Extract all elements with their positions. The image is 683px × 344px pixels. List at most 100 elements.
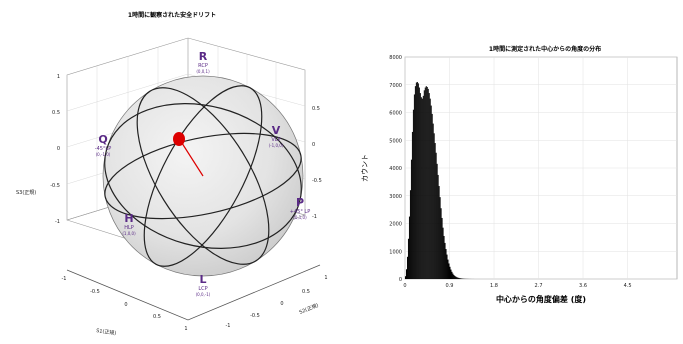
svg-text:L: L: [199, 273, 206, 286]
svg-text:(0,-1,0): (0,-1,0): [96, 152, 111, 157]
svg-text:0: 0: [57, 146, 60, 152]
s2-axis-label: S2(正規): [298, 302, 319, 316]
poincare-sphere-figure: 1時間に観察された安全ドリフト: [0, 0, 345, 340]
y-tick-label: 5000: [389, 138, 402, 144]
x-tick-label: 2.7: [535, 283, 543, 289]
histogram-bar: [429, 93, 430, 279]
svg-text:0: 0: [124, 302, 127, 308]
histogram-bar: [441, 208, 442, 279]
histogram-bar: [449, 263, 450, 279]
histogram-bar: [418, 83, 419, 279]
histogram-bar: [459, 278, 460, 279]
histogram-bar: [436, 153, 437, 279]
histogram-bar: [419, 88, 420, 279]
svg-text:1: 1: [184, 326, 187, 332]
histogram-bar: [424, 90, 425, 279]
histogram-bar: [413, 110, 414, 279]
histogram-bar: [440, 197, 441, 279]
svg-text:Q: Q: [98, 133, 107, 146]
histogram-bar: [438, 175, 439, 279]
x-tick-label: 0: [403, 283, 406, 289]
histogram-bar: [428, 89, 429, 279]
histogram-bar: [420, 93, 421, 279]
histogram-bar: [421, 97, 422, 279]
histogram-bar: [448, 260, 449, 279]
x-tick-label: 1.8: [490, 283, 498, 289]
y-tick-label: 6000: [389, 111, 402, 117]
pole-R: R RCP (0,0,1): [196, 50, 210, 74]
histogram-bar: [432, 114, 433, 279]
x-axis-label: 中心からの角度偏差 (度): [496, 294, 586, 304]
x-tick-label: 4.5: [624, 283, 632, 289]
histogram-bar: [447, 255, 448, 279]
svg-text:0.5: 0.5: [52, 110, 60, 116]
svg-text:(1,0,0): (1,0,0): [122, 231, 136, 236]
poincare-sphere-panel: 1時間に観察された安全ドリフト: [0, 0, 345, 340]
histogram-bar: [446, 249, 447, 279]
svg-text:(0,0,1): (0,0,1): [196, 69, 210, 74]
y-tick-label: 2000: [389, 222, 402, 228]
y-tick-label: 1000: [389, 249, 402, 255]
svg-text:-0.5: -0.5: [312, 178, 322, 184]
svg-text:R: R: [199, 50, 208, 63]
s1-tick-labels: -1 -0.5 0 0.5 1: [62, 276, 188, 332]
histogram-bar: [450, 270, 451, 279]
histogram-bar: [458, 278, 459, 279]
histogram-bar: [456, 277, 457, 279]
side-tick-labels: 0.5 0 -0.5 -1: [312, 106, 322, 220]
histogram-bar: [416, 83, 417, 279]
svg-text:-0.5: -0.5: [90, 289, 100, 295]
y-axis-label: カウント: [361, 154, 369, 182]
histogram-bar: [434, 133, 435, 279]
histogram-bar: [414, 94, 415, 279]
histogram-bar: [427, 87, 428, 279]
y-tick-label: 8000: [389, 55, 402, 61]
s3-tick-labels: 1 0.5 0 -0.5 -1: [50, 74, 60, 225]
s1-axis-label: S1(正規): [96, 327, 117, 337]
svg-text:0.5: 0.5: [312, 106, 320, 112]
histogram-bar: [410, 190, 411, 279]
histogram-bar: [435, 143, 436, 279]
svg-text:0.5: 0.5: [153, 314, 161, 320]
svg-text:-1: -1: [62, 276, 67, 282]
y-tick-label: 0: [399, 277, 402, 283]
histogram-bar: [415, 86, 416, 279]
histogram-bar: [426, 86, 427, 279]
histogram-bar: [455, 277, 456, 279]
histogram-bar: [452, 274, 453, 279]
histogram-title: 1時間に測定された中心からの角度の分布: [489, 45, 601, 53]
pole-L: L LCP (0,0,-1): [196, 273, 211, 297]
histogram-bar: [425, 88, 426, 279]
svg-text:-0.5: -0.5: [250, 313, 260, 319]
histogram-bar: [430, 99, 431, 279]
histogram-bar: [444, 236, 445, 279]
histogram-bar: [453, 275, 454, 279]
svg-text:-0.5: -0.5: [50, 183, 60, 189]
y-tick-label: 7000: [389, 83, 402, 89]
histogram-bar: [405, 276, 406, 279]
svg-text:-1: -1: [226, 323, 231, 329]
s3-axis-label: S3(正規): [16, 189, 36, 196]
svg-text:V: V: [272, 124, 281, 137]
svg-text:-1: -1: [55, 219, 60, 225]
histogram-bar: [411, 160, 412, 279]
histogram-bar: [450, 267, 451, 279]
histogram-bar: [407, 257, 408, 279]
histogram-bar: [454, 276, 455, 279]
svg-text:1: 1: [324, 275, 327, 281]
histogram-bar: [423, 96, 424, 279]
histogram-bar: [442, 218, 443, 279]
histogram-bar: [460, 278, 461, 279]
svg-text:(0,0,-1): (0,0,-1): [196, 292, 211, 297]
y-tick-label: 4000: [389, 166, 402, 172]
histogram-bar: [431, 106, 432, 279]
drift-cluster: [173, 132, 185, 146]
histogram-bar: [443, 228, 444, 279]
sphere-title: 1時間に観察された安全ドリフト: [128, 11, 216, 19]
svg-text:-1: -1: [312, 214, 317, 220]
svg-text:1: 1: [57, 74, 60, 80]
histogram-bar: [433, 124, 434, 279]
angle-histogram: 1時間に測定された中心からの角度の分布 01000200030004000500…: [345, 0, 683, 340]
